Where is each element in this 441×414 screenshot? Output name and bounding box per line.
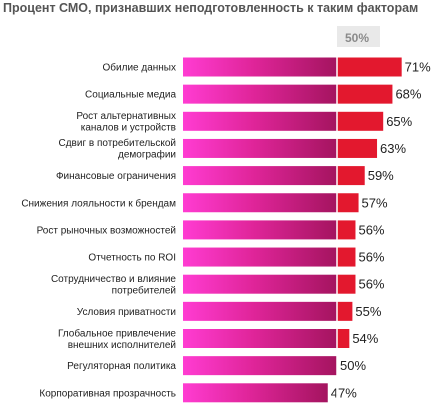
value-label: 57%: [362, 195, 388, 210]
bar: [183, 138, 337, 158]
bar: [183, 356, 337, 376]
bar-excess-segment: [337, 247, 356, 267]
bars-group: [183, 57, 402, 403]
bar-excess-segment: [337, 220, 356, 240]
bar: [183, 247, 337, 267]
bar-excess-segment: [337, 274, 356, 294]
value-label: 65%: [386, 114, 412, 129]
value-label: 71%: [405, 60, 431, 75]
chart-title: Процент СМО, признавших неподготовленнос…: [3, 1, 418, 15]
bar: [183, 274, 337, 294]
category-label: Социальные медиа: [85, 90, 176, 101]
bar: [183, 84, 337, 104]
category-labels-group: Обилие данных Социальные медиа Рост альтер…: [21, 62, 176, 400]
bar: [183, 329, 337, 348]
bar-excess-segment: [337, 166, 365, 186]
category-label: Снижения лояльности к брендам: [21, 197, 176, 209]
bar-excess-segment: [337, 301, 353, 321]
category-label: Сдвиг в потребительской демографии: [58, 137, 176, 161]
bar-excess-segment: [337, 84, 393, 104]
category-label: Рост альтернативных каналов и устройств: [76, 111, 176, 134]
value-label: 50%: [340, 358, 366, 373]
bar-excess-segment: [337, 329, 350, 348]
category-label: Рост рыночных возможностей: [37, 225, 176, 236]
bar-excess-segment: [337, 57, 402, 77]
value-label: 56%: [358, 277, 384, 292]
bar-excess-segment: [337, 138, 378, 158]
category-label: Условия приватности: [77, 307, 176, 318]
value-label: 54%: [352, 331, 378, 346]
bar: [183, 57, 337, 77]
category-label: Обилие данных: [103, 62, 176, 74]
category-label: Регуляторная политика: [67, 361, 176, 372]
value-label: 68%: [395, 87, 421, 102]
bar: [183, 383, 328, 403]
value-label: 59%: [368, 168, 394, 183]
bar: [183, 220, 337, 240]
bar: [183, 193, 337, 213]
reference-line-label: 50%: [345, 31, 369, 45]
category-label: Финансовые ограничения: [56, 171, 176, 182]
bar: [183, 301, 337, 321]
value-label: 56%: [358, 250, 384, 265]
reference-label-background: [337, 26, 380, 47]
category-label: Отчетность по ROI: [88, 253, 176, 264]
value-label: 56%: [358, 222, 384, 237]
category-label: Сотрудничество и влияние потребителей: [51, 274, 176, 297]
bar: [183, 111, 337, 131]
bar-excess-segment: [337, 111, 384, 131]
bar: [183, 166, 337, 186]
category-label: Корпоративная прозрачность: [39, 388, 176, 399]
category-label: Глобальное привлечение внешних исполнител…: [58, 327, 176, 351]
value-label: 55%: [355, 304, 381, 319]
bar-excess-segment: [337, 193, 359, 213]
value-labels-group: 71% 68% 65% 63% 59% 57% 56% 56% 56% 55% 54% 50% 47%: [331, 60, 431, 401]
value-label: 63%: [380, 141, 406, 156]
value-label: 47%: [331, 385, 357, 400]
